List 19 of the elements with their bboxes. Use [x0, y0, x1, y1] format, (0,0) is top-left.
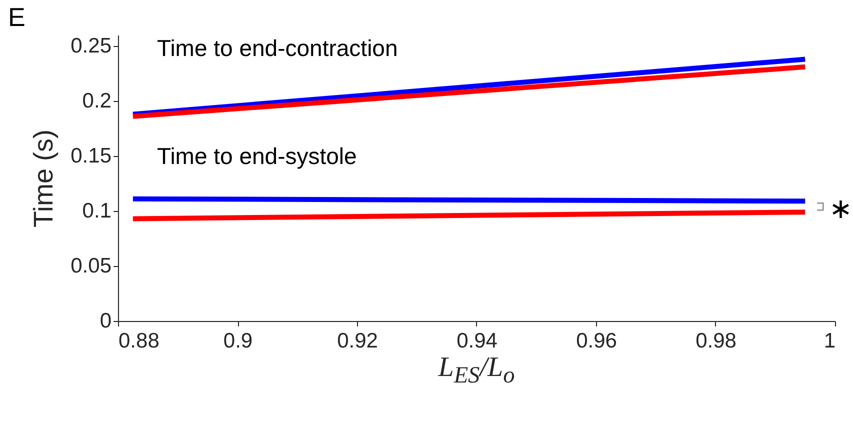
- x-tick-label: 0.9: [223, 330, 253, 352]
- y-tick-label: 0.05: [70, 254, 112, 278]
- annotation: ∗: [829, 192, 852, 224]
- y-tick-label: 0.2: [82, 90, 112, 112]
- y-tick-label: 0.1: [82, 200, 112, 222]
- x-tick-label: 0.92: [337, 330, 378, 352]
- y-axis-title: Time (s): [28, 130, 59, 228]
- x-tick-label: 1: [824, 330, 836, 352]
- x-tick-label: 0.98: [696, 330, 736, 352]
- x-tick-label: 0.88: [118, 330, 160, 352]
- y-tick-label: 0: [100, 310, 112, 332]
- text: E: [8, 2, 26, 33]
- x-tick-label: 0.96: [576, 330, 617, 352]
- x-tick-label: 0.94: [456, 330, 498, 352]
- annotation: Time to end-systole: [157, 143, 357, 169]
- y-tick-label: 0.15: [70, 144, 112, 168]
- y-tick-label: 0.25: [70, 34, 112, 58]
- annotation: Time to end-contraction: [157, 35, 398, 61]
- x-axis-title: L$_{ES}$/L$_{o}$: [437, 352, 516, 390]
